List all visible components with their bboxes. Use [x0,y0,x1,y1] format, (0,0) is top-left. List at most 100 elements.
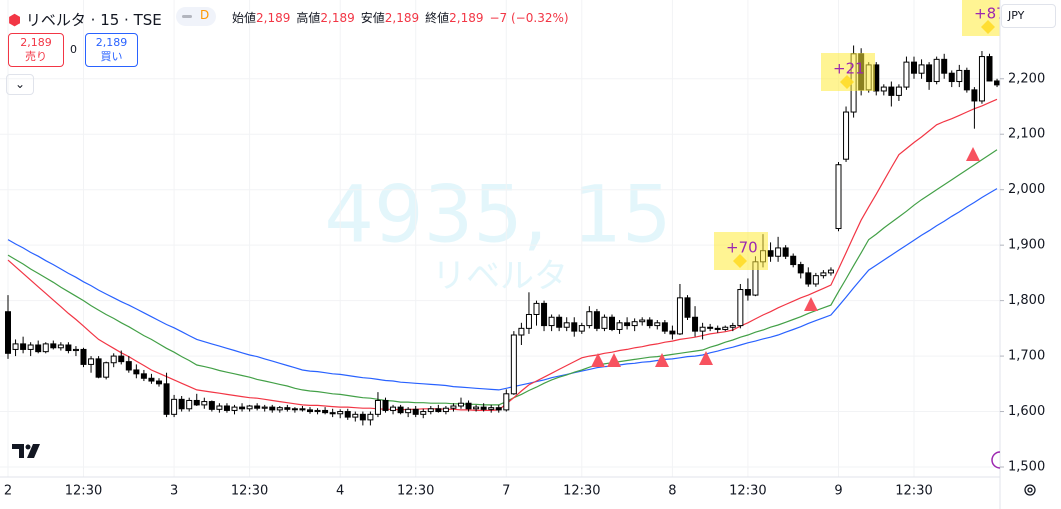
candle-body [12,343,19,350]
candle-body [556,316,563,328]
candle-body [805,272,812,285]
candle-body [201,401,208,406]
candle-body [269,406,276,411]
candle-body [186,399,193,410]
candle-body [548,316,555,327]
moving-average [7,149,998,406]
currency-button[interactable]: JPY [1001,4,1056,28]
x-tick-label: 12:30 [563,484,600,499]
candle-body [359,413,366,421]
legend-value: 2,189 [449,11,484,25]
candle-body [722,326,729,330]
y-tick-label: 1,500 [1008,460,1045,475]
candle-body [699,326,706,332]
candle-body [812,275,819,285]
candle-body [329,412,336,415]
candle-body [125,361,132,371]
buy-price: 2,189 [95,36,128,49]
candle-body [163,383,170,415]
candle-body [525,313,532,329]
candle-body [442,407,449,413]
candle-body [488,407,495,410]
candle-body [178,398,185,410]
candle-body [541,302,548,327]
candle-body [782,247,789,257]
candle-body [895,86,902,96]
candle-body [835,164,842,230]
candle-body [503,393,510,411]
candle-body [57,344,64,349]
symbol: リベルタ · 15 · TSE [25,11,162,29]
candle-body [601,316,608,329]
candle-body [208,401,215,410]
symbol-title[interactable]: ⬢ リベルタ · 15 · TSE [8,11,162,29]
moving-average [7,188,998,391]
candle-body [533,302,540,315]
candle-body [382,399,389,411]
y-tick-label: 2,100 [1008,127,1045,142]
candle-body [156,380,162,385]
candle-body [110,355,117,364]
buy-signal [591,353,605,367]
candle-body [933,58,940,83]
candle-body [239,406,246,410]
candle-body [412,408,419,415]
watermark-code: 4935, 15 [324,170,671,260]
legend-value: 2,189 [320,11,355,25]
candle-body [744,289,751,296]
x-tick-label: 12:30 [895,484,932,499]
x-tick-label: 12:30 [65,484,102,499]
x-tick-label: 4 [336,484,344,499]
candle-body [631,321,638,327]
candle-body [941,58,948,74]
candle-body [797,264,804,274]
collapse-button[interactable]: ⌄ [6,74,34,95]
candle-body [337,411,344,415]
candle-body [50,343,57,349]
candle-body [314,409,321,413]
candle-body [216,405,223,410]
candle-body [571,322,578,332]
candle-body [88,358,95,365]
x-tick-label: 9 [834,484,842,499]
buy-button[interactable]: 2,189 買い [85,33,138,67]
sell-button[interactable]: 2,189 売り [8,33,64,67]
settings-icon[interactable] [1024,484,1036,496]
candle-body [767,250,774,257]
buy-signal [607,353,621,367]
legend-value: 2,189 [256,11,291,25]
candle-body [405,408,412,414]
x-tick-label: 2 [4,484,12,499]
buy-signal [699,351,713,365]
candle-body [593,311,600,329]
candle-body [261,406,268,409]
candle-body [639,319,646,323]
candle-body [963,69,970,91]
candle-body [20,343,27,350]
candle-body [669,330,676,335]
y-tick-label: 1,700 [1008,349,1045,364]
candle-body [578,325,585,332]
y-tick-label: 2,200 [1008,71,1045,86]
candle-body [420,411,427,415]
candle-body [820,272,827,277]
candle-body [888,86,895,96]
annotation-pin [840,75,854,89]
candle-body [367,413,374,421]
x-tick-label: 7 [502,484,510,499]
candle-body [737,289,744,327]
candle-body [880,86,887,92]
candle-body [223,405,230,411]
indicator-badge [991,451,1001,469]
candle-body [654,322,661,327]
annotation-label: +70 [726,239,758,257]
candle-body [775,247,782,257]
candle-body [171,398,178,415]
buy-label: 買い [100,50,123,63]
candle-body [458,402,464,407]
candle-body [986,56,993,82]
toggle[interactable]: D [176,7,216,26]
annotation-label: +21 [833,60,865,78]
candle-body [495,407,502,411]
